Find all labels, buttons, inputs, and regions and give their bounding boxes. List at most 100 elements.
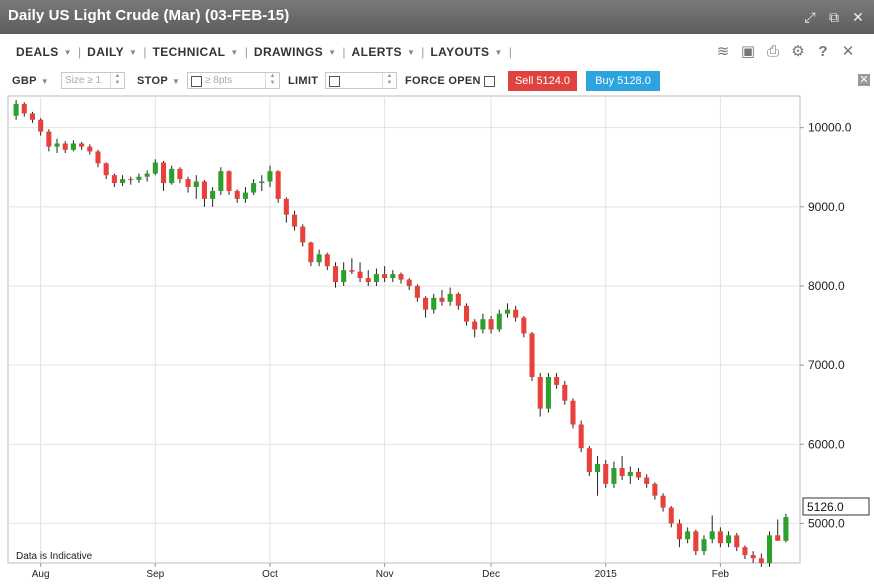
candle-body — [226, 171, 232, 191]
y-tick-label: 10000.0 — [808, 121, 852, 135]
indicative-note: Data is Indicative — [16, 551, 93, 562]
image-icon[interactable]: ▣ — [740, 43, 756, 60]
candle-body — [382, 274, 388, 279]
candle-body — [472, 321, 478, 330]
candle-body — [193, 181, 199, 188]
menu-layouts[interactable]: LAYOUTS ▼ — [430, 45, 503, 59]
stop-stepper[interactable]: ▲ ▼ — [265, 73, 279, 88]
stop-select[interactable]: STOP ▼ — [137, 75, 181, 87]
x-tick-label: Feb — [712, 569, 730, 580]
candle-body — [742, 547, 748, 556]
candle-body — [21, 103, 27, 114]
currency-select[interactable]: GBP ▼ — [12, 75, 49, 87]
candle-body — [627, 471, 633, 476]
plot-area — [7, 95, 801, 564]
menu-alerts[interactable]: ALERTS ▼ — [351, 45, 416, 59]
candle-body — [128, 179, 134, 181]
candle-body — [406, 279, 412, 286]
candle-body — [38, 119, 44, 132]
menu-daily[interactable]: DAILY ▼ — [87, 45, 138, 59]
x-tick-label: Oct — [262, 569, 278, 580]
candle-body — [120, 179, 126, 184]
candle-body — [87, 146, 93, 152]
y-tick-label: 6000.0 — [808, 437, 845, 451]
buy-button[interactable]: Buy 5128.0 — [586, 71, 660, 91]
x-axis: Aug Sep Oct Nov Dec 2015 Feb — [32, 563, 730, 580]
candle-body — [398, 274, 404, 280]
candle-body — [242, 192, 248, 199]
close-icon[interactable]: ✕ — [852, 9, 864, 25]
candle-body — [586, 448, 592, 472]
candle-body — [79, 143, 85, 147]
candle-body — [29, 113, 36, 120]
candle-body — [332, 266, 339, 283]
y-tick-label: 8000.0 — [808, 279, 845, 293]
candle-body — [676, 523, 682, 540]
candle-body — [144, 173, 150, 177]
candle-body — [357, 271, 363, 279]
candle-body — [783, 517, 789, 541]
candle-body — [439, 297, 445, 302]
candle-body — [463, 305, 470, 322]
menu-deals[interactable]: DEALS ▼ — [16, 45, 72, 59]
candle-body — [300, 226, 306, 243]
stop-checkbox[interactable] — [191, 76, 202, 87]
menu-drawings[interactable]: DRAWINGS ▼ — [253, 45, 337, 59]
popout-icon[interactable]: ⧉ — [829, 9, 839, 25]
menu-technical[interactable]: TECHNICAL ▼ — [152, 45, 239, 59]
limit-input[interactable]: ▲ ▼ — [325, 72, 397, 89]
candle-body — [504, 309, 511, 314]
y-tick-label: 5000.0 — [808, 516, 845, 530]
candle-body — [373, 274, 379, 283]
candle-body — [152, 162, 158, 174]
layers-icon[interactable]: ≋ — [716, 43, 730, 60]
candle-body — [529, 333, 535, 377]
window-titlebar: Daily US Light Crude (Mar) (03-FEB-15) ⤢… — [0, 0, 874, 34]
candle-body — [349, 270, 355, 272]
candle-body — [160, 162, 167, 184]
candle-body — [562, 384, 568, 401]
candle-body — [390, 274, 396, 279]
candle-body — [267, 171, 273, 182]
limit-checkbox[interactable] — [329, 76, 340, 87]
stop-input[interactable]: ≥ 8pts ▲ ▼ — [187, 72, 280, 89]
size-input[interactable]: Size ≥ 1 ▲ ▼ — [61, 72, 125, 89]
sell-button[interactable]: Sell 5124.0 — [508, 71, 577, 91]
print-icon[interactable]: ⎙ — [766, 43, 779, 60]
candle-body — [750, 555, 756, 559]
candle-body — [275, 171, 281, 199]
candles — [13, 99, 789, 567]
candle-body — [480, 319, 486, 330]
y-tick-label: 9000.0 — [808, 200, 845, 214]
candle-body — [709, 531, 715, 540]
candle-body — [570, 400, 576, 425]
candle-body — [734, 535, 740, 548]
candle-body — [308, 242, 314, 263]
y-axis: 10000.0 9000.0 8000.0 7000.0 6000.0 5000.0 — [800, 121, 852, 530]
expand-icon[interactable]: ⤢ — [804, 9, 816, 25]
candle-body — [103, 163, 109, 176]
candle-body — [693, 531, 699, 552]
candle-body — [685, 531, 691, 540]
close-trade-icon[interactable]: ✕ — [858, 74, 870, 86]
x-tick-label: Dec — [482, 569, 500, 580]
candle-body — [185, 179, 191, 188]
x-tick-label: Nov — [376, 569, 394, 580]
force-open-checkbox[interactable] — [484, 76, 495, 87]
gear-icon[interactable]: ⚙ — [791, 43, 805, 60]
current-price-label: 5126.0 — [807, 500, 844, 514]
chevron-down-icon: ▼ — [129, 47, 138, 57]
candle-body — [611, 468, 617, 484]
size-stepper[interactable]: ▲ ▼ — [110, 73, 124, 88]
candle-body — [341, 270, 347, 283]
candle-body — [136, 176, 142, 180]
candle-body — [431, 297, 437, 310]
help-icon[interactable]: ? — [818, 43, 828, 60]
chevron-down-icon: ▼ — [328, 47, 337, 57]
candle-body — [766, 535, 773, 563]
close-icon[interactable]: ✕ — [841, 43, 855, 60]
candle-body — [365, 278, 371, 283]
candle-body — [13, 103, 19, 116]
limit-stepper[interactable]: ▲ ▼ — [382, 73, 396, 88]
